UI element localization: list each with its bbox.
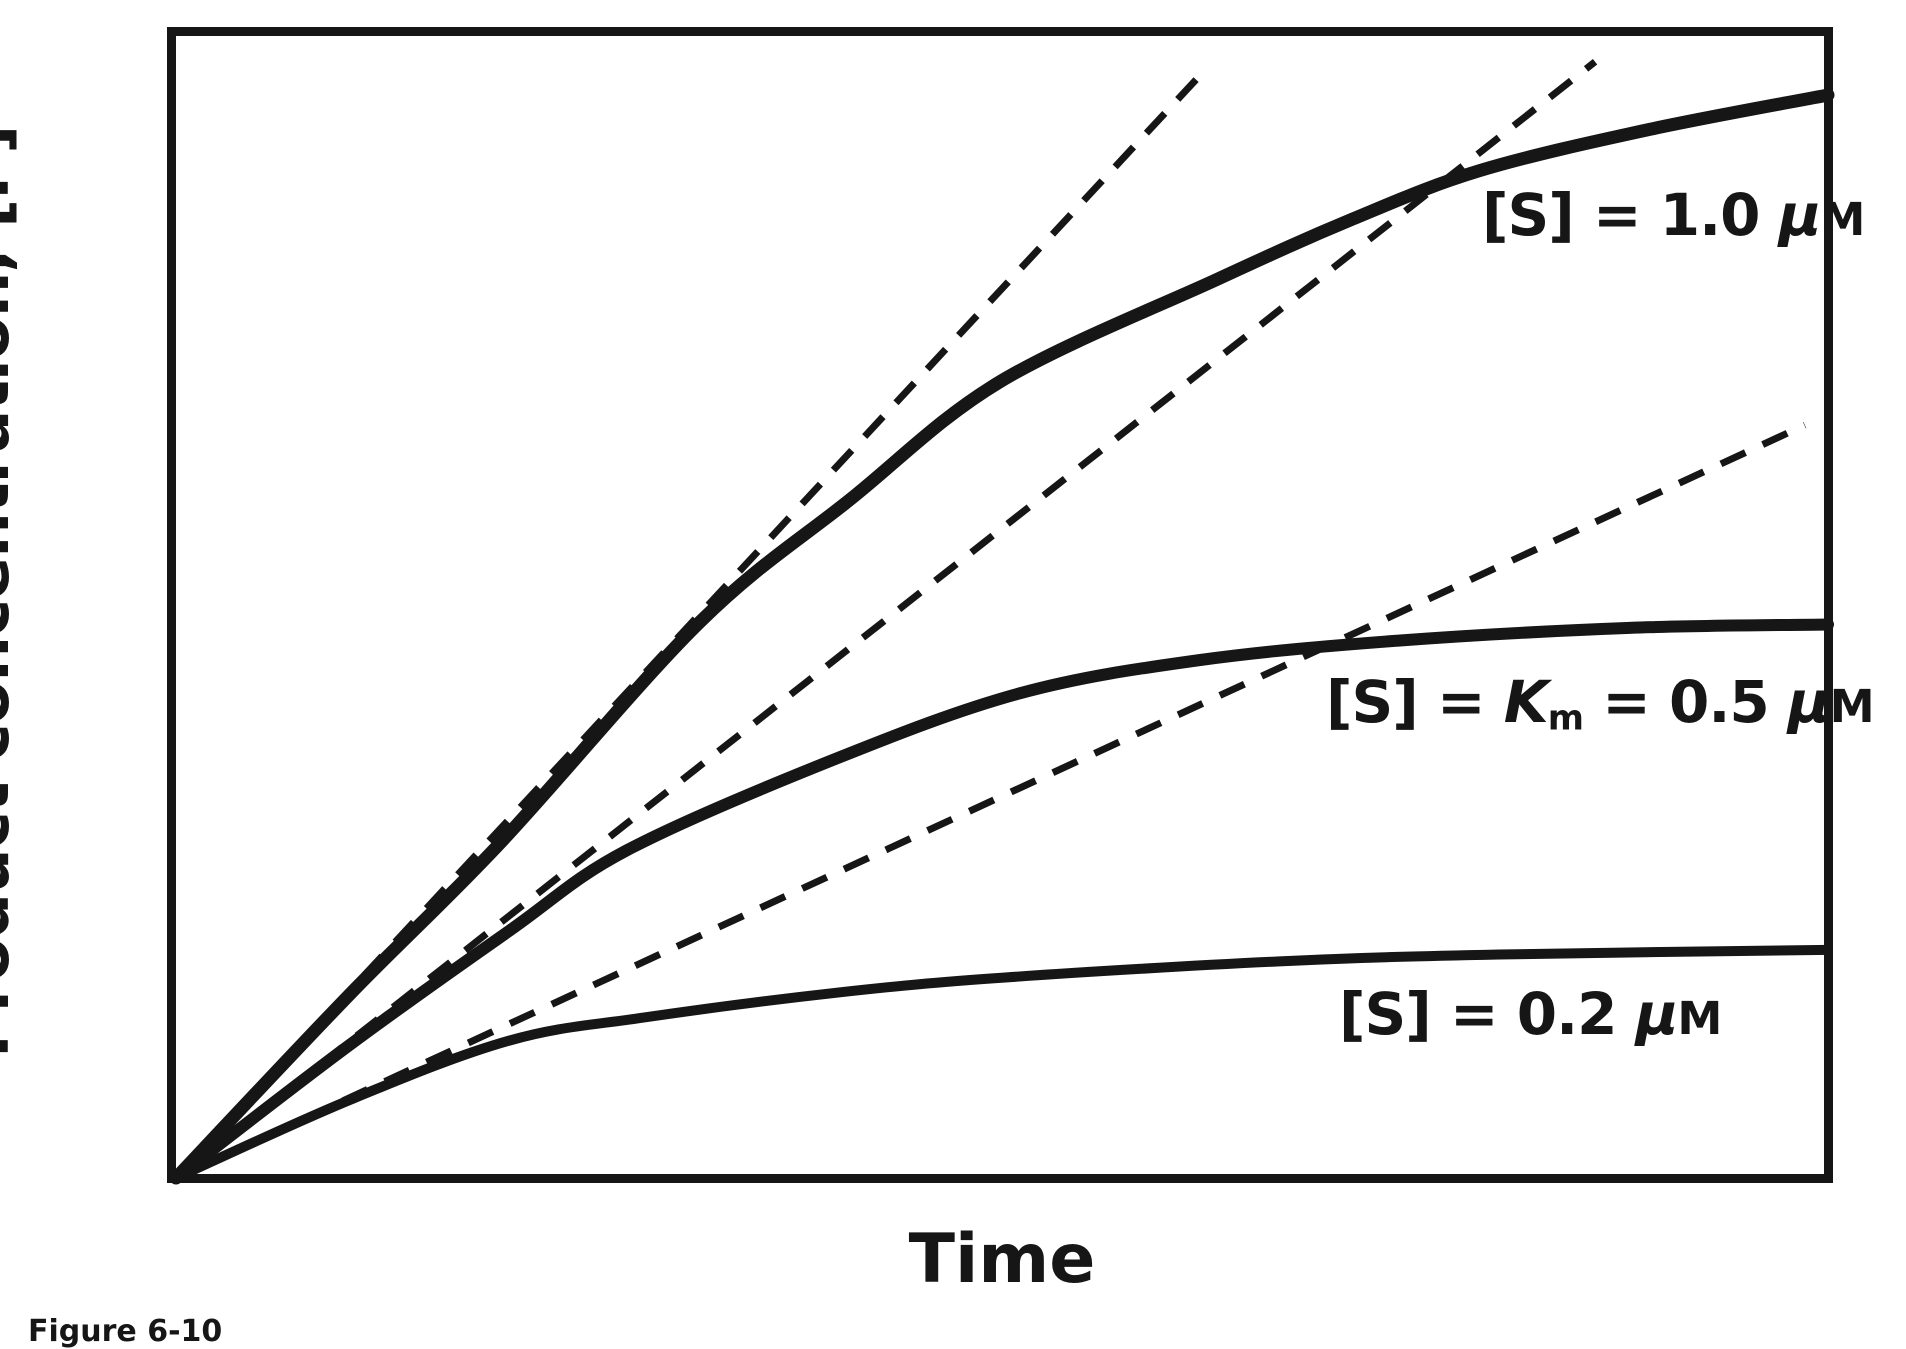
- molar-unit: M: [1829, 680, 1875, 733]
- progress-curve-2: [170, 618, 1834, 1184]
- km-subscript: m: [1547, 698, 1584, 739]
- curve-label-s-1.0: [S] = 1.0 μM: [1482, 181, 1865, 249]
- km-symbol: K: [1503, 668, 1549, 736]
- v0-tangent-2: [173, 59, 1598, 1181]
- v0-tangent-1: [173, 67, 1208, 1181]
- figure-caption: Figure 6-10: [28, 1314, 223, 1349]
- progress-curve-1: [169, 88, 1835, 1185]
- curve-label-s-km-0.5: [S] = Km = 0.5 μM: [1326, 668, 1875, 739]
- mu-symbol: μ: [1635, 980, 1679, 1048]
- x-axis-label: Time: [908, 1220, 1096, 1299]
- curve-label-s-0.2: [S] = 0.2 μM: [1339, 980, 1722, 1048]
- plot-border: [167, 27, 1833, 1183]
- y-axis-label: Product concentration, [P]: [0, 125, 24, 1058]
- mu-symbol: μ: [1787, 668, 1831, 736]
- progress-curves-layer: [169, 88, 1835, 1185]
- curve-label-s-1.0-text: [S] = 1.0: [1482, 181, 1779, 249]
- molar-unit: M: [1677, 992, 1722, 1045]
- curve-label-s-km-0.5-pre: [S] =: [1326, 668, 1504, 736]
- mu-symbol: μ: [1778, 181, 1822, 249]
- curve-label-s-0.2-text: [S] = 0.2: [1339, 980, 1636, 1048]
- molar-unit: M: [1820, 193, 1865, 246]
- progress-curve-3: [171, 944, 1833, 1183]
- initial-velocity-tangents-layer: [173, 59, 1807, 1182]
- v0-tangent-3: [174, 421, 1807, 1182]
- curve-label-s-km-0.5-mid: = 0.5: [1583, 668, 1788, 736]
